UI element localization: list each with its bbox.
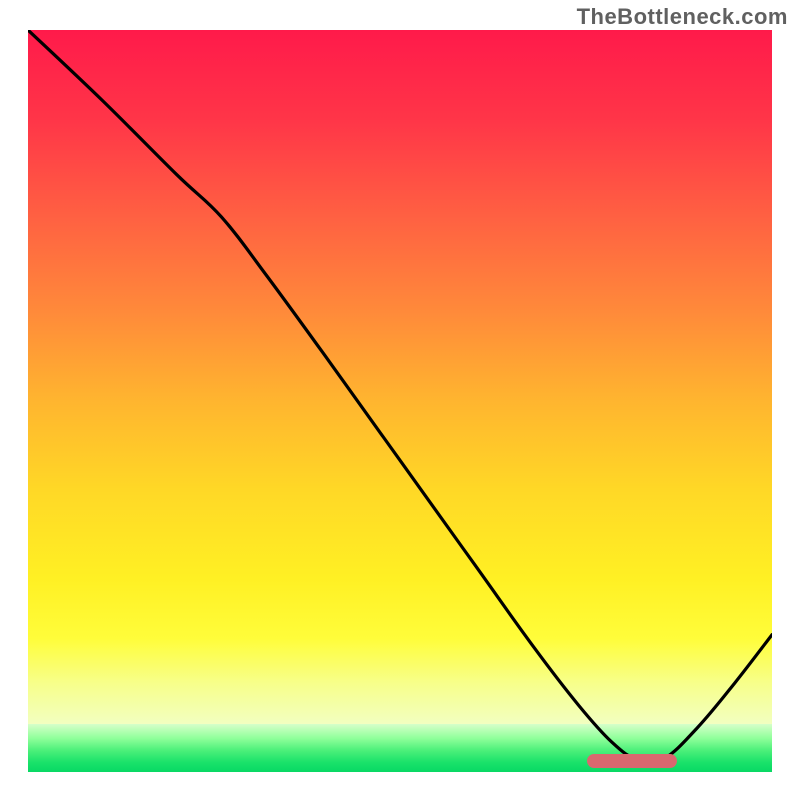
chart-curve-path (28, 30, 772, 763)
chart-curve-svg (28, 30, 772, 772)
watermark-text: TheBottleneck.com (577, 4, 788, 30)
chart-optimal-marker (587, 754, 676, 767)
chart-plot-area (28, 30, 772, 772)
